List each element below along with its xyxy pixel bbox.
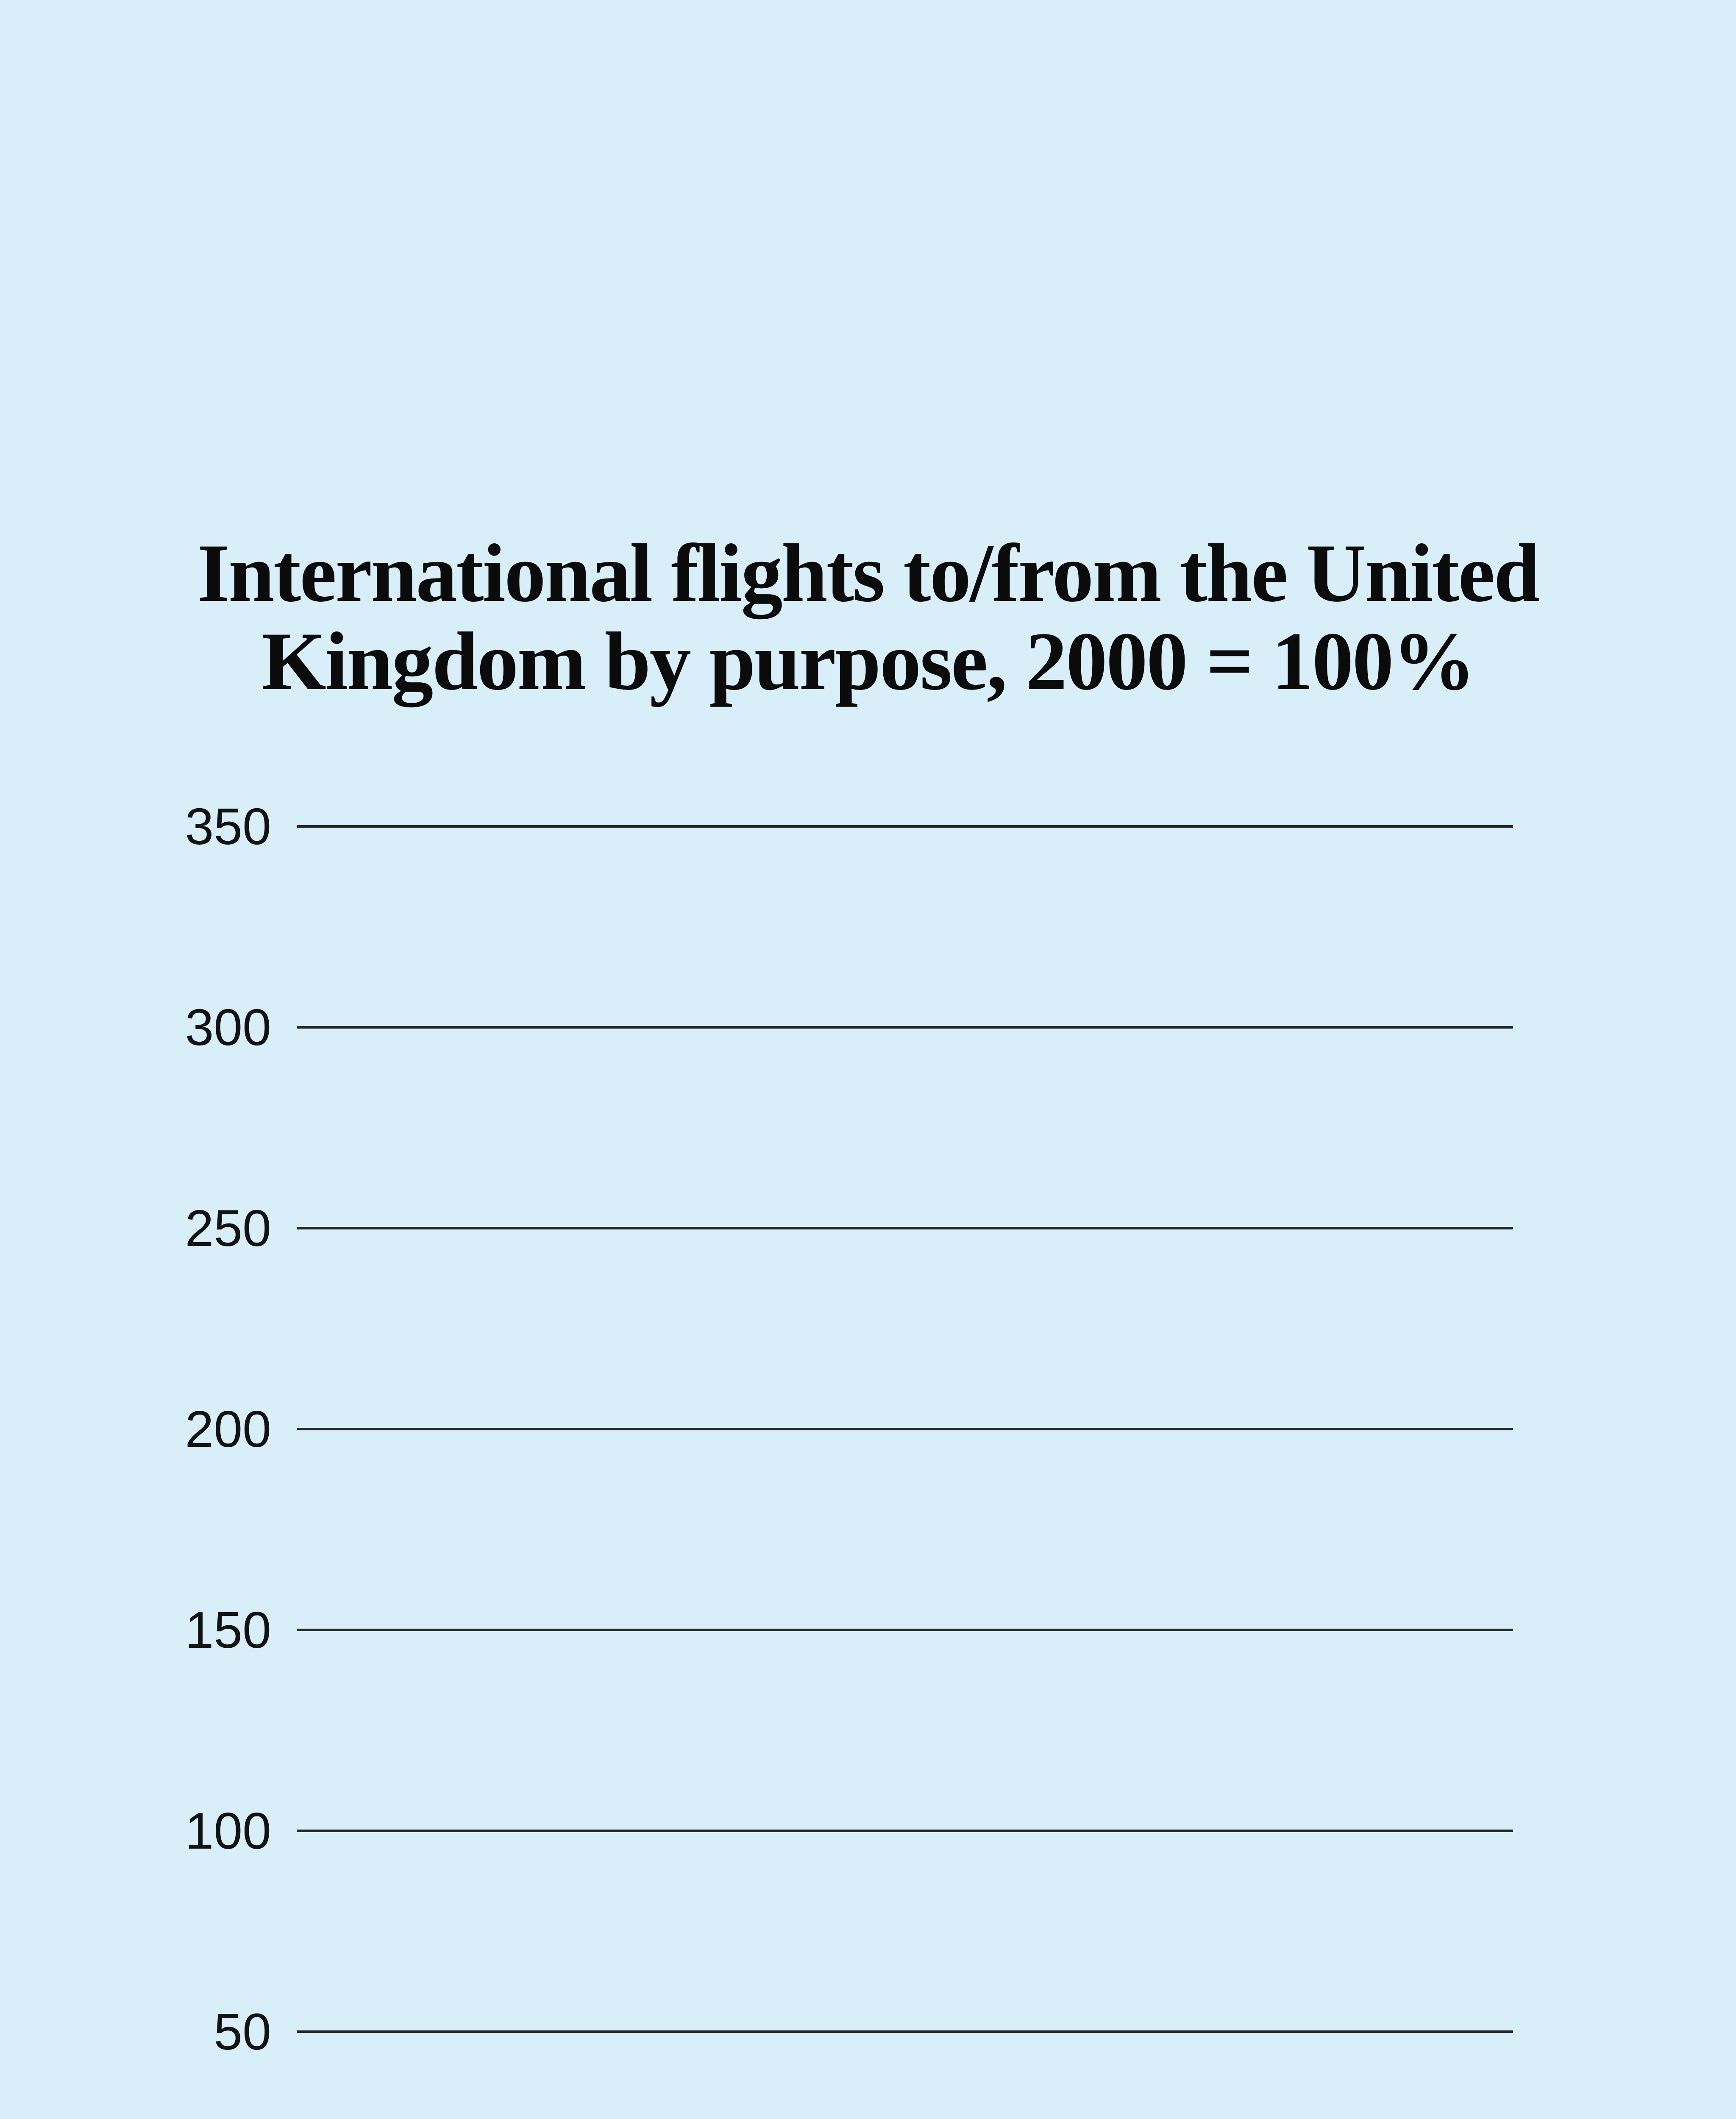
y-axis-tick-label: 250 bbox=[185, 1199, 271, 1257]
chart-title-line1: International flights to/from the United bbox=[197, 527, 1540, 620]
gridline bbox=[297, 1830, 1513, 1832]
gridline bbox=[297, 1629, 1513, 1631]
y-axis-tick-label: 50 bbox=[214, 2003, 271, 2061]
gridline bbox=[297, 1428, 1513, 1430]
y-axis-tick-label: 100 bbox=[185, 1802, 271, 1860]
gridline bbox=[297, 1227, 1513, 1229]
chart-title-line2: Kingdom by purpose, 2000 = 100% bbox=[262, 615, 1475, 708]
gridline bbox=[297, 2030, 1513, 2033]
y-axis-tick-label: 350 bbox=[185, 798, 271, 855]
gridline bbox=[297, 825, 1513, 828]
y-axis-tick-label: 150 bbox=[185, 1601, 271, 1659]
y-axis-tick-label: 300 bbox=[185, 998, 271, 1056]
gridline bbox=[297, 1026, 1513, 1029]
y-axis-tick-label: 200 bbox=[185, 1400, 271, 1458]
chart-title: International flights to/from the United… bbox=[0, 529, 1736, 706]
